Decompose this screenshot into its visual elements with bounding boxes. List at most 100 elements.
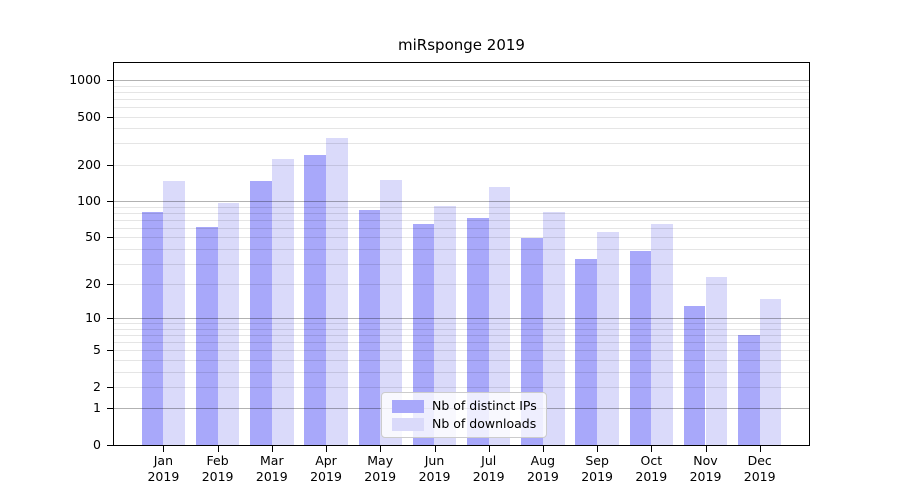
- gridline-major-100: [114, 201, 809, 203]
- x-tick-label-apr: Apr 2019: [298, 453, 354, 485]
- legend-item-downloads: Nb of downloads: [392, 417, 546, 431]
- gridline-minor-400: [114, 128, 809, 130]
- bar-nb-of-downloads-jun: [434, 205, 457, 445]
- gridline-minor-900: [114, 85, 809, 87]
- x-tick-month: Oct: [640, 453, 663, 468]
- bar-nb-of-distinct-ips-may: [358, 209, 381, 445]
- y-tick-label-1: 1: [93, 400, 101, 416]
- bar-nb-of-downloads-jul: [488, 187, 511, 445]
- x-tick-month: Sep: [585, 453, 609, 468]
- bar-nb-of-downloads-mar: [271, 159, 294, 445]
- gridline-major-10: [114, 318, 809, 320]
- gridline-minor-4: [114, 360, 809, 361]
- x-tick-jun: [434, 446, 436, 452]
- x-tick-label-jan: Jan 2019: [135, 453, 191, 485]
- gridline-minor-8: [114, 328, 809, 330]
- gridline-minor-80: [114, 212, 809, 214]
- bar-nb-of-distinct-ips-jul: [466, 217, 489, 445]
- x-tick-year: 2019: [526, 469, 559, 484]
- gridline-minor-5: [114, 350, 809, 352]
- x-tick-month: Aug: [530, 453, 556, 468]
- legend-swatch-downloads-icon: [392, 417, 424, 431]
- gridline-minor-2: [114, 386, 809, 388]
- x-tick-label-sep: Sep 2019: [569, 453, 625, 485]
- y-tick-label-20: 20: [85, 276, 101, 292]
- gridline-minor-9: [114, 323, 809, 325]
- x-tick-year: 2019: [364, 469, 397, 484]
- x-tick-month: Mar: [260, 453, 284, 468]
- bar-nb-of-distinct-ips-apr: [304, 155, 327, 445]
- x-tick-month: Dec: [747, 453, 772, 468]
- gridline-minor-7: [114, 335, 809, 337]
- y-tick-100: [107, 201, 113, 203]
- bar-nb-of-downloads-oct: [651, 223, 673, 445]
- y-tick-2: [107, 386, 113, 388]
- legend-item-distinct-ips: Nb of distinct IPs: [392, 399, 546, 413]
- bar-nb-of-distinct-ips-mar: [250, 180, 272, 445]
- x-tick-aug: [542, 446, 544, 452]
- gridline-minor-700: [114, 98, 809, 100]
- bar-nb-of-distinct-ips-nov: [683, 305, 706, 445]
- gridline-minor-40: [114, 248, 809, 250]
- gridline-minor-600: [114, 106, 809, 108]
- x-tick-month: Jul: [481, 453, 497, 468]
- x-tick-may: [380, 446, 382, 452]
- x-tick-jul: [488, 446, 490, 452]
- x-tick-year: 2019: [743, 469, 776, 484]
- x-tick-month: Nov: [693, 453, 718, 468]
- x-tick-oct: [651, 446, 653, 452]
- x-tick-nov: [705, 446, 707, 452]
- bar-nb-of-downloads-apr: [326, 137, 348, 445]
- bar-nb-of-distinct-ips-jan: [141, 212, 164, 445]
- y-tick-500: [107, 116, 113, 118]
- gridline-major-1000: [114, 79, 809, 81]
- x-tick-year: 2019: [418, 469, 451, 484]
- bar-nb-of-downloads-dec: [759, 298, 782, 445]
- x-tick-year: 2019: [635, 469, 668, 484]
- y-tick-label-200: 200: [77, 156, 101, 172]
- x-tick-sep: [597, 446, 599, 452]
- gridline-minor-300: [114, 143, 809, 145]
- x-tick-year: 2019: [689, 469, 722, 484]
- bar-nb-of-downloads-nov: [705, 277, 728, 445]
- legend: Nb of distinct IPs Nb of downloads: [381, 392, 547, 438]
- x-tick-month: Apr: [315, 453, 337, 468]
- gridline-minor-20: [114, 284, 809, 286]
- legend-label-downloads: Nb of downloads: [432, 416, 537, 431]
- plot-area: [113, 62, 810, 446]
- y-tick-20: [107, 284, 113, 286]
- y-tick-1000: [107, 79, 113, 81]
- bar-nb-of-downloads-may: [380, 179, 402, 445]
- bar-nb-of-distinct-ips-feb: [195, 226, 218, 445]
- legend-swatch-distinct-ips-icon: [392, 399, 424, 413]
- gridline-minor-90: [114, 206, 809, 208]
- gridline-minor-30: [114, 263, 809, 265]
- x-tick-month: Feb: [206, 453, 229, 468]
- y-tick-label-1000: 1000: [69, 71, 101, 87]
- legend-label-distinct-ips: Nb of distinct IPs: [432, 398, 537, 413]
- chart-title: miRsponge 2019: [398, 36, 525, 54]
- bar-nb-of-distinct-ips-dec: [738, 335, 760, 445]
- y-tick-1: [107, 408, 113, 410]
- x-tick-year: 2019: [310, 469, 342, 484]
- x-tick-jan: [163, 446, 165, 452]
- y-tick-label-5: 5: [93, 342, 101, 358]
- x-tick-label-mar: Mar 2019: [244, 453, 300, 485]
- gridline-minor-50: [114, 237, 809, 239]
- y-tick-label-2: 2: [93, 378, 101, 394]
- y-tick-label-500: 500: [77, 108, 101, 124]
- x-tick-year: 2019: [255, 469, 288, 484]
- x-tick-label-dec: Dec 2019: [732, 453, 788, 485]
- gridline-minor-60: [114, 227, 809, 229]
- gridline-minor-3: [114, 371, 809, 373]
- bar-nb-of-downloads-feb: [217, 203, 240, 445]
- x-tick-label-nov: Nov 2019: [678, 453, 734, 485]
- x-tick-label-jun: Jun 2019: [407, 453, 463, 485]
- y-tick-0: [107, 445, 113, 446]
- x-tick-month: Jan: [153, 453, 174, 468]
- gridline-minor-200: [114, 164, 809, 166]
- x-tick-year: 2019: [472, 469, 505, 484]
- y-tick-label-100: 100: [77, 193, 101, 209]
- x-tick-year: 2019: [201, 469, 234, 484]
